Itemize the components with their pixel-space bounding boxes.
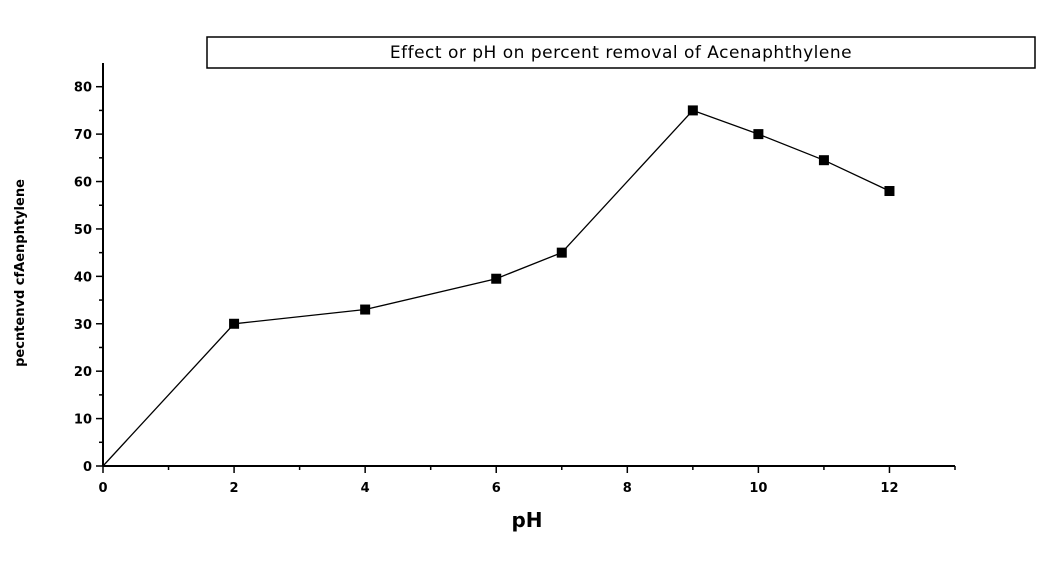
x-axis-title: pH [511, 508, 542, 532]
x-tick-label: 6 [492, 481, 501, 496]
chart-title-box: Effect or pH on percent removal of Acena… [206, 36, 1036, 69]
data-point [884, 186, 895, 197]
data-point [229, 318, 240, 329]
y-tick-label: 40 [74, 270, 92, 285]
chart-title: Effect or pH on percent removal of Acena… [390, 43, 852, 63]
data-point [556, 247, 567, 258]
data-point [360, 304, 371, 315]
y-tick-label: 30 [74, 318, 92, 333]
x-tick-label: 10 [749, 481, 767, 496]
series [102, 105, 895, 467]
data-point [491, 273, 502, 284]
ticks: 0 2 4 6 8 10 12 0 10 20 30 40 50 60 70 80 [74, 81, 956, 496]
y-tick-label: 10 [74, 413, 92, 428]
y-tick-label: 0 [83, 460, 92, 475]
x-tick-label: 12 [880, 481, 898, 496]
y-tick-label: 70 [74, 128, 92, 143]
y-tick-label: 80 [74, 81, 92, 96]
axes [102, 63, 955, 467]
x-tick-label: 8 [623, 481, 632, 496]
y-tick-label: 50 [74, 223, 92, 238]
series-line [102, 109, 890, 467]
x-tick-label: 4 [361, 481, 370, 496]
data-point [818, 155, 829, 166]
data-point [687, 105, 698, 116]
y-tick-label: 60 [74, 176, 92, 191]
y-tick-label: 20 [74, 365, 92, 380]
y-axis-title: pecntenvd cfAenphtylene [13, 179, 28, 367]
x-tick-label: 0 [98, 481, 107, 496]
data-point [753, 129, 764, 140]
x-tick-label: 2 [230, 481, 239, 496]
